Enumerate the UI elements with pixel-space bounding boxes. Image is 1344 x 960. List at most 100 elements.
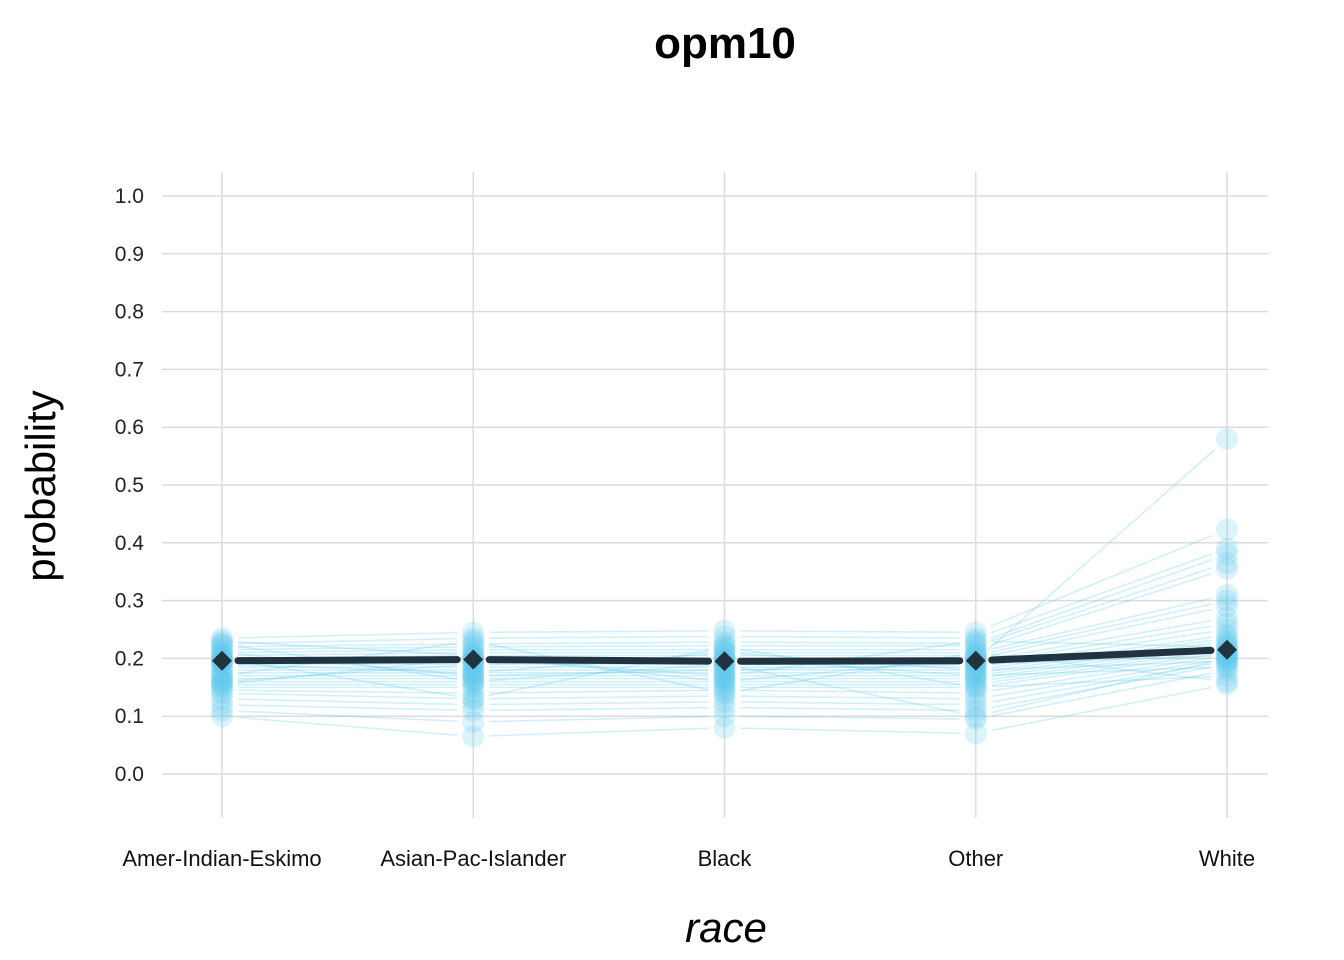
individual-line-segment — [489, 715, 709, 723]
individual-line-segment — [237, 646, 458, 651]
individual-point — [211, 638, 233, 661]
average-point — [714, 651, 735, 672]
individual-line-segment — [237, 660, 458, 698]
individual-line-segment — [990, 572, 1213, 646]
individual-point — [211, 670, 233, 693]
y-tick-label: 0.2 — [115, 647, 144, 670]
individual-point — [964, 661, 987, 684]
individual-point — [1216, 650, 1238, 673]
individual-line-segment — [991, 657, 1212, 692]
individual-line-segment — [237, 631, 458, 639]
individual-point — [211, 664, 233, 687]
individual-point — [1216, 612, 1238, 635]
individual-point — [713, 705, 736, 728]
individual-line-segment — [740, 715, 960, 720]
y-tick-label: 0.7 — [115, 358, 144, 381]
individual-point — [713, 682, 736, 705]
individual-point — [964, 673, 987, 696]
individual-point — [713, 716, 736, 739]
individual-line-segment — [991, 663, 1212, 703]
individual-line-segment — [740, 701, 960, 706]
individual-line-segment — [237, 692, 458, 700]
individual-point — [713, 670, 736, 693]
individual-line-segment — [237, 649, 458, 654]
individual-line-segment — [991, 675, 1212, 688]
individual-point — [462, 632, 485, 655]
individual-point — [713, 676, 736, 699]
individual-line-segment — [740, 689, 960, 694]
individual-point — [211, 627, 233, 650]
individual-line-segment — [990, 567, 1213, 642]
individual-point — [964, 676, 987, 699]
individual-point — [1216, 537, 1238, 560]
individual-line-segment — [740, 635, 960, 639]
individual-line-segment — [740, 641, 960, 645]
individual-point — [713, 664, 736, 687]
chart-title: opm10 — [654, 19, 796, 68]
individual-point — [1216, 618, 1238, 641]
individual-point — [462, 667, 485, 690]
individual-point — [964, 630, 987, 653]
individual-point — [211, 673, 233, 696]
individual-point — [211, 679, 233, 702]
individual-point — [211, 670, 233, 693]
individual-point — [964, 667, 987, 690]
individual-point — [1216, 595, 1238, 618]
individual-line-segment — [489, 644, 709, 648]
individual-line-segment — [991, 672, 1212, 717]
individual-point — [964, 682, 987, 705]
individual-point — [462, 621, 485, 644]
individual-line-segment — [488, 643, 709, 691]
individual-point — [462, 673, 485, 696]
x-tick-label: Asian-Pac-Islander — [380, 846, 566, 871]
individual-point — [211, 682, 233, 705]
individual-line-segment — [991, 640, 1212, 648]
individual-point — [211, 664, 233, 687]
individual-point — [462, 670, 485, 693]
individual-line-segment — [991, 661, 1212, 671]
individual-line-segment — [991, 666, 1212, 676]
individual-point — [1216, 427, 1238, 450]
individual-point — [462, 658, 485, 681]
individual-point — [1216, 589, 1238, 612]
x-axis-label: race — [685, 904, 767, 951]
individual-point — [713, 635, 736, 658]
individual-point — [462, 627, 485, 650]
individual-line-segment — [237, 637, 458, 645]
individual-point — [211, 693, 233, 716]
x-tick-labels: Amer-Indian-Eskimo Asian-Pac-Islander Blac… — [122, 846, 1255, 871]
individual-line-segment — [489, 664, 709, 682]
individual-point — [713, 667, 736, 690]
individual-line-segment — [237, 689, 458, 694]
y-tick-label: 0.0 — [115, 763, 144, 786]
individual-point — [964, 708, 987, 731]
individual-point — [462, 670, 485, 693]
individual-line-segment — [237, 698, 458, 706]
individual-line-segment — [489, 689, 709, 694]
y-tick-label: 0.8 — [115, 301, 144, 324]
average-line-segment — [234, 656, 461, 665]
individual-point — [1216, 583, 1238, 606]
individual-point — [713, 661, 736, 684]
individual-point — [964, 634, 987, 657]
individual-point — [713, 625, 736, 648]
y-tick-labels: 0.0 0.1 0.2 0.3 0.4 0.5 0.6 0.7 0.8 0.9 1.0 — [115, 185, 145, 786]
x-tick-label: Other — [948, 846, 1003, 871]
individual-line-segment — [991, 603, 1212, 653]
individual-line-segment — [489, 706, 709, 712]
individual-line-segment — [237, 710, 458, 723]
individual-line-segment — [489, 669, 709, 677]
x-gridlines — [221, 172, 1228, 818]
individual-point — [1216, 552, 1238, 575]
individual-point — [964, 705, 987, 728]
average-point — [1217, 639, 1237, 660]
individual-point — [713, 619, 736, 642]
y-tick-label: 0.4 — [115, 532, 145, 555]
y-tick-label: 0.6 — [115, 416, 144, 439]
individual-point — [964, 632, 987, 655]
individual-line-segment — [489, 641, 709, 645]
individual-point — [211, 632, 233, 655]
individual-line-segment — [740, 706, 960, 712]
average-point — [965, 650, 986, 671]
